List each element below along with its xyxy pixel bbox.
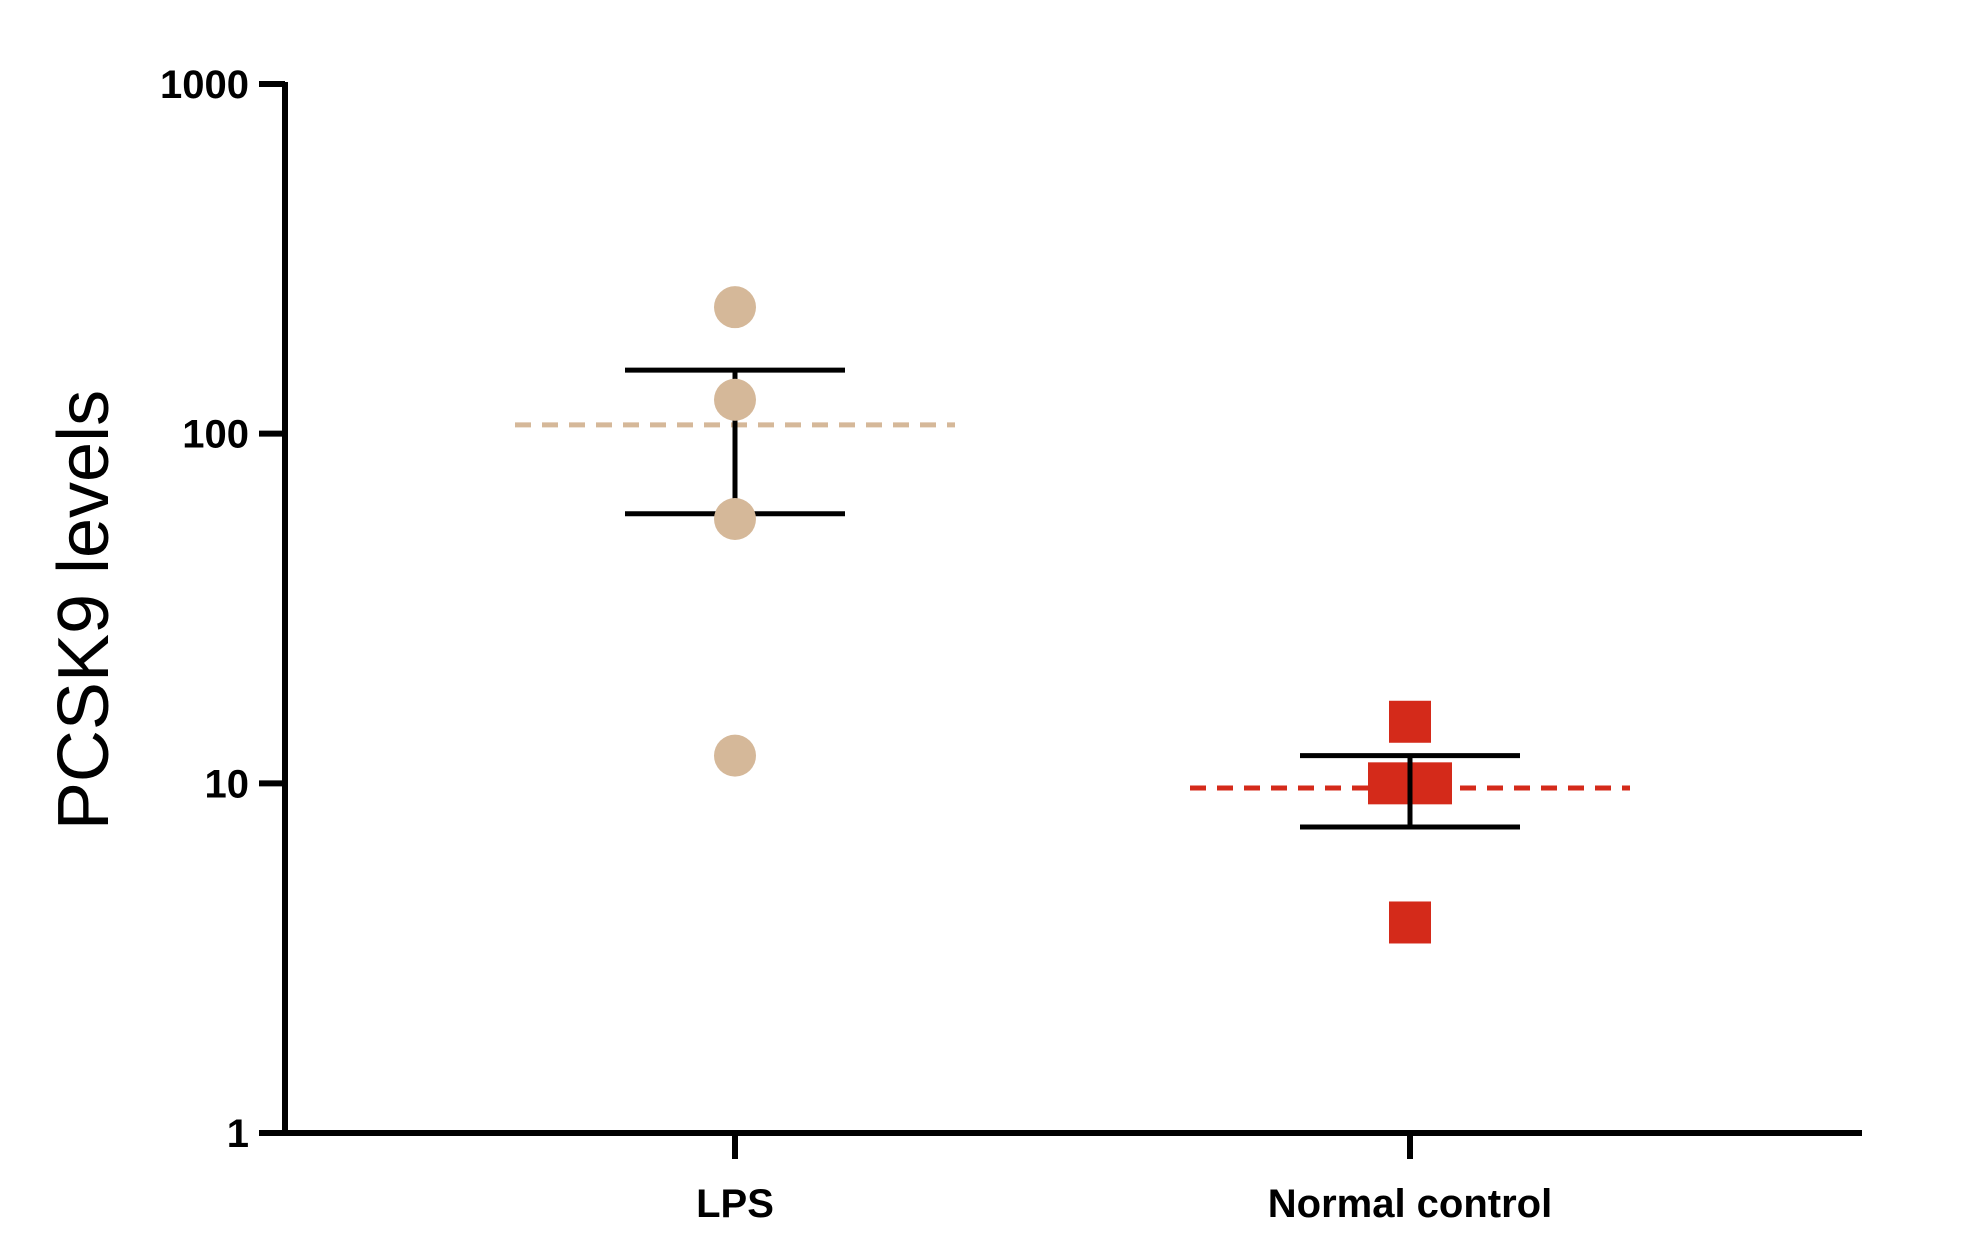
y-tick-label: 1 [227, 1112, 249, 1156]
data-layer [515, 286, 1630, 944]
data-point [714, 498, 756, 541]
x-tick-label: Normal control [1268, 1182, 1552, 1226]
y-tick-label: 100 [182, 413, 249, 457]
data-point [1389, 901, 1431, 944]
y-tick-label: 1000 [160, 63, 249, 107]
data-point [714, 734, 756, 777]
data-point [714, 378, 756, 421]
data-point [714, 286, 756, 329]
y-tick-label: 10 [205, 762, 250, 806]
data-point [1389, 700, 1431, 743]
y-axis-title: PCSK9 levels [44, 390, 124, 830]
axes-layer: 1 10 100 1000 LPS Normal control [160, 63, 1862, 1226]
x-tick-label: LPS [696, 1182, 774, 1226]
data-point [1410, 762, 1452, 805]
data-point [1368, 762, 1410, 805]
